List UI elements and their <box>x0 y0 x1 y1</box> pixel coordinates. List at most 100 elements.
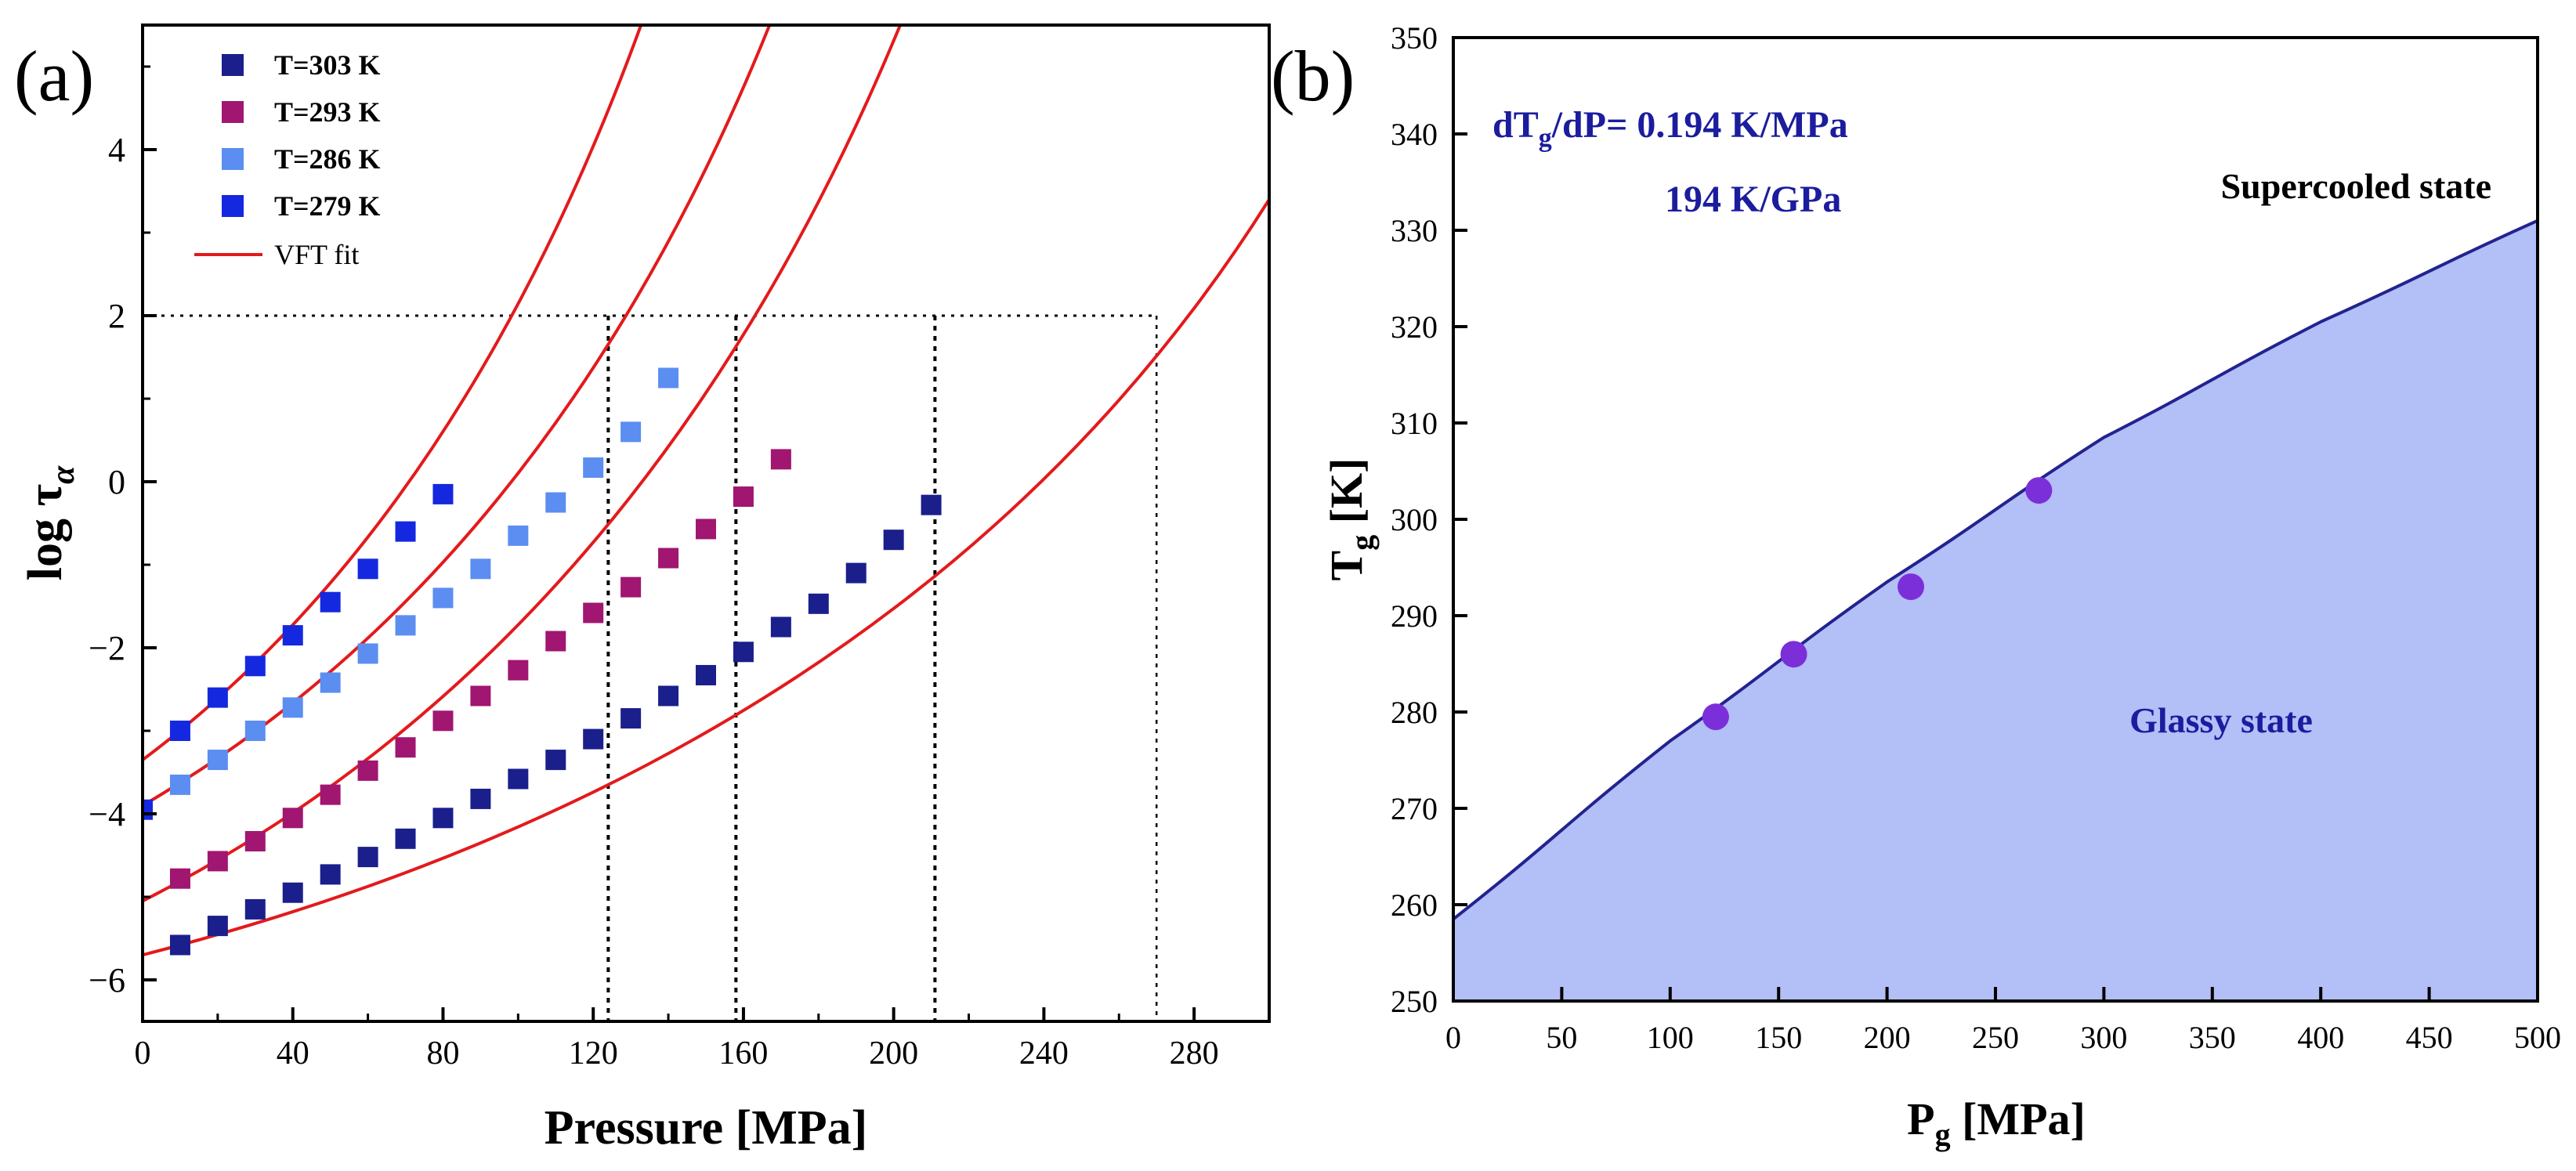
data-point <box>282 697 303 718</box>
y-tick-label: 320 <box>1391 309 1438 345</box>
x-tick-label: 300 <box>2080 1020 2127 1055</box>
data-point <box>583 457 604 478</box>
data-point <box>207 851 228 872</box>
y-tick-label: 250 <box>1391 984 1438 1019</box>
data-point <box>207 687 228 708</box>
slope-annotation: dTg/dP= 0.194 K/MPa <box>1492 104 1848 153</box>
data-point <box>357 760 378 781</box>
panel-b: (b) 250 260 270 280 290 300 310 320 330 340 350 0 5… <box>1271 20 2561 1152</box>
x-tick-label: 100 <box>1647 1020 1694 1055</box>
data-point <box>320 672 341 693</box>
x-tick-label: 0 <box>135 1035 151 1072</box>
x-tick-label: 160 <box>718 1035 768 1072</box>
x-tick-label: 250 <box>1972 1020 2019 1055</box>
data-point <box>282 808 303 829</box>
glassy-region-fill <box>1453 220 2538 1001</box>
data-point <box>320 864 341 885</box>
panel-a-frame <box>141 23 1271 1023</box>
panel-b-x-axis-label: Pg [MPa] <box>1907 1093 2086 1152</box>
x-tick-label: 350 <box>2189 1020 2236 1055</box>
vft-fit-curve <box>143 198 1269 957</box>
data-point <box>508 768 529 790</box>
data-point <box>357 558 378 580</box>
y-tick-label: 290 <box>1391 598 1438 634</box>
panel-a-x-ticks: 0 40 80 120 160 200 240 280 <box>135 1007 1271 1072</box>
x-tick-label: 80 <box>426 1035 459 1072</box>
data-point <box>508 660 529 681</box>
panel-b-y-axis-label: Tg [K] <box>1321 458 1380 581</box>
y-tick-label: 0 <box>108 463 125 501</box>
data-point <box>357 847 378 868</box>
y-tick-label: 270 <box>1391 791 1438 826</box>
data-point <box>545 492 566 513</box>
data-point <box>770 449 791 470</box>
panel-a-y-ticks: −6 −4 −2 0 2 4 <box>89 65 157 999</box>
y-tick-label: 350 <box>1391 20 1438 56</box>
panel-b-annotations: dTg/dP= 0.194 K/MPa 194 K/GPa Supercooled … <box>1492 104 2491 740</box>
data-point <box>395 615 416 636</box>
y-tick-label: 260 <box>1391 887 1438 923</box>
data-point <box>244 830 266 851</box>
x-tick-label: 500 <box>2514 1020 2561 1055</box>
data-point <box>244 898 266 920</box>
data-point <box>244 721 266 741</box>
panel-b-label: (b) <box>1271 36 1355 116</box>
y-tick-label: 330 <box>1391 213 1438 248</box>
x-tick-label: 0 <box>1445 1020 1461 1055</box>
tg-data-point <box>2025 477 2053 504</box>
data-point <box>432 587 454 609</box>
data-point <box>583 728 604 750</box>
data-point <box>620 576 642 598</box>
data-point <box>207 916 228 937</box>
data-point <box>658 367 679 389</box>
data-point <box>432 483 454 504</box>
data-point <box>808 593 829 614</box>
data-point <box>282 625 303 646</box>
legend-label: T=293 K <box>274 96 381 128</box>
data-point <box>883 529 904 551</box>
legend-marker <box>222 195 244 217</box>
legend-marker <box>222 148 244 170</box>
region-label-glassy: Glassy state <box>2129 700 2313 740</box>
data-point <box>320 591 341 613</box>
data-point <box>658 685 679 707</box>
slope-annotation-rest: /dP= 0.194 K/MPa <box>1551 104 1848 146</box>
x-tick-label: 200 <box>1864 1020 1911 1055</box>
data-point <box>357 643 378 664</box>
panel-a-label: (a) <box>14 36 94 116</box>
y-tick-label: −6 <box>89 961 125 999</box>
legend-fit-label: VFT fit <box>274 239 359 270</box>
data-point <box>696 664 716 685</box>
tg-data-point <box>1702 703 1729 731</box>
slope-annotation-sub: g <box>1539 124 1552 153</box>
data-point <box>620 708 642 729</box>
tg-fit-line <box>1452 219 2538 921</box>
data-point <box>395 737 416 758</box>
x-tick-label: 450 <box>2406 1020 2453 1055</box>
data-point <box>169 721 190 741</box>
data-point <box>470 788 491 809</box>
x-tick-label: 120 <box>569 1035 618 1072</box>
data-point <box>921 494 942 515</box>
data-point <box>770 616 791 638</box>
y-tick-label: 300 <box>1391 502 1438 537</box>
panel-a-x-axis-label: Pressure [MPa] <box>545 1101 868 1155</box>
data-point <box>432 710 454 732</box>
x-tick-label: 40 <box>277 1035 309 1072</box>
panel-b-y-ticks: 250 260 270 280 290 300 310 320 330 340 350 <box>1391 20 1467 1019</box>
x-tick-label: 200 <box>869 1035 918 1072</box>
y-tick-label: −4 <box>89 795 125 833</box>
y-tick-label: 340 <box>1391 117 1438 152</box>
panel-b-x-ticks: 0 50 100 150 200 250 300 350 400 450 500 <box>1445 987 2561 1055</box>
legend-label: T=303 K <box>274 49 381 81</box>
data-point <box>696 519 716 540</box>
data-point <box>169 774 190 795</box>
data-point <box>395 521 416 542</box>
panel-a-y-axis-label: log τα <box>19 465 81 580</box>
data-point <box>282 882 303 903</box>
x-tick-label: 240 <box>1019 1035 1069 1072</box>
data-point <box>733 642 754 663</box>
legend-marker <box>222 54 244 76</box>
data-point <box>545 750 566 771</box>
